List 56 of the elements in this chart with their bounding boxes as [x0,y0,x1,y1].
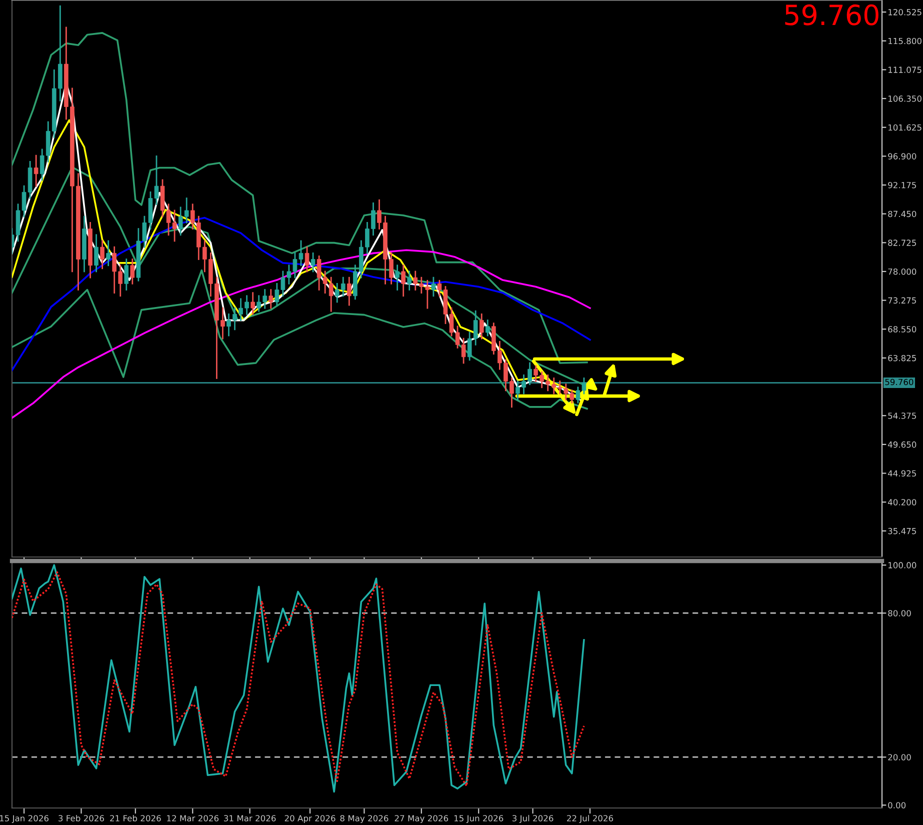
x-tick-label: 12 Mar 2026 [167,815,219,822]
x-tick-label: 3 Feb 2026 [58,814,104,822]
y-tick-label: 96.900 [888,153,916,160]
y-tick-label: 49.650 [888,441,916,448]
line-series [12,249,591,419]
candlestick [395,264,400,290]
y-tick-label: 35.475 [888,528,916,534]
y-tick-label: 100.00 [888,562,916,568]
candlestick [130,258,135,284]
y-tick-label: 54.375 [888,412,916,419]
y-tick-label: 0.00 [888,802,906,808]
x-tick-label: 22 Jul 2026 [567,814,614,823]
x-tick-label: 31 Mar 2026 [224,815,276,822]
candlestick [401,264,406,297]
y-tick-label: 20.00 [888,754,911,760]
y-tick-label: 87.450 [888,210,916,218]
annotation: 59.760 [785,4,878,26]
candlestick [431,276,436,297]
x-tick-label: 15 Jan 2026 [0,815,48,823]
line-series [12,32,588,364]
y-tick-label: 101.625 [888,124,922,131]
x-tick-label: 8 May 2026 [340,815,388,824]
candlestick [304,246,310,272]
candlestick [268,289,274,309]
candlestick [479,313,484,340]
x-tick-label: 27 May 2026 [394,815,448,824]
candlestick [34,154,38,187]
candlestick [407,270,412,290]
candlestick [310,252,316,272]
y-tick-label: 111.075 [888,66,922,73]
y-tick-label: 80.00 [888,610,911,616]
candlestick [100,240,104,270]
ref-line-label: 59.760 [885,378,914,386]
line-series [12,216,591,372]
x-tick-label: 3 Jul 2026 [512,814,554,823]
y-tick-label: 44.925 [888,470,916,477]
y-tick-label: 120.525 [888,9,922,16]
candlestick [346,276,352,306]
y-tick-label: 40.200 [888,499,916,506]
y-tick-label: 78.000 [888,268,916,275]
candlestick [124,258,129,290]
candlestick [94,234,98,272]
x-tick-label: 20 Apr 2026 [284,815,336,824]
y-tick-label: 63.825 [888,354,916,362]
y-tick-label: 73.275 [888,297,916,304]
line-series [12,269,588,410]
candlestick [250,292,255,315]
candlestick [106,240,110,266]
y-tick-label: 106.350 [888,96,922,102]
y-tick-label: 115.800 [888,38,922,44]
candlestick [485,320,490,336]
x-tick-label: 21 Feb 2026 [110,814,161,822]
x-tick-label: 15 Jun 2026 [454,815,504,823]
y-tick-label: 68.550 [888,326,916,332]
y-tick-label: 92.175 [888,182,916,188]
y-tick-label: 82.725 [888,240,916,246]
